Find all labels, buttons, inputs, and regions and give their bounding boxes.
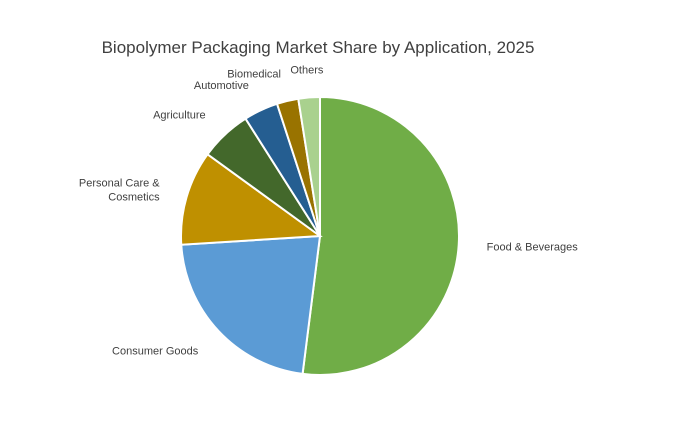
slice-label-2: Personal Care & Cosmetics [79,177,160,203]
slice-label-1: Consumer Goods [112,345,199,357]
slice-label-line: Consumer Goods [112,345,199,357]
pie-slices [180,95,460,376]
slice-label-4: Automotive [194,80,249,92]
slice-label-6: Others [290,65,324,77]
slice-label-5: Biomedical [227,69,281,81]
slice-labels: Food & Beverages Consumer Goods Personal C… [79,65,578,358]
slice-label-line: Cosmetics [108,191,160,203]
slice-label-line: Biomedical [227,69,281,81]
slice-label-line: Personal Care & [79,177,160,189]
chart-title: Biopolymer Packaging Market Share by App… [102,38,535,57]
slice-label-line: Agriculture [153,109,206,121]
pie-slice-6 [297,95,321,237]
slice-label-line: Food & Beverages [487,241,579,253]
slice-label-line: Others [290,65,324,77]
slice-label-line: Automotive [194,80,249,92]
pie-slice-2 [180,152,323,246]
pie-slice-0 [301,95,460,376]
slice-label-3: Agriculture [153,109,206,121]
slice-label-0: Food & Beverages [487,241,579,253]
pie-slice-1 [180,234,322,376]
